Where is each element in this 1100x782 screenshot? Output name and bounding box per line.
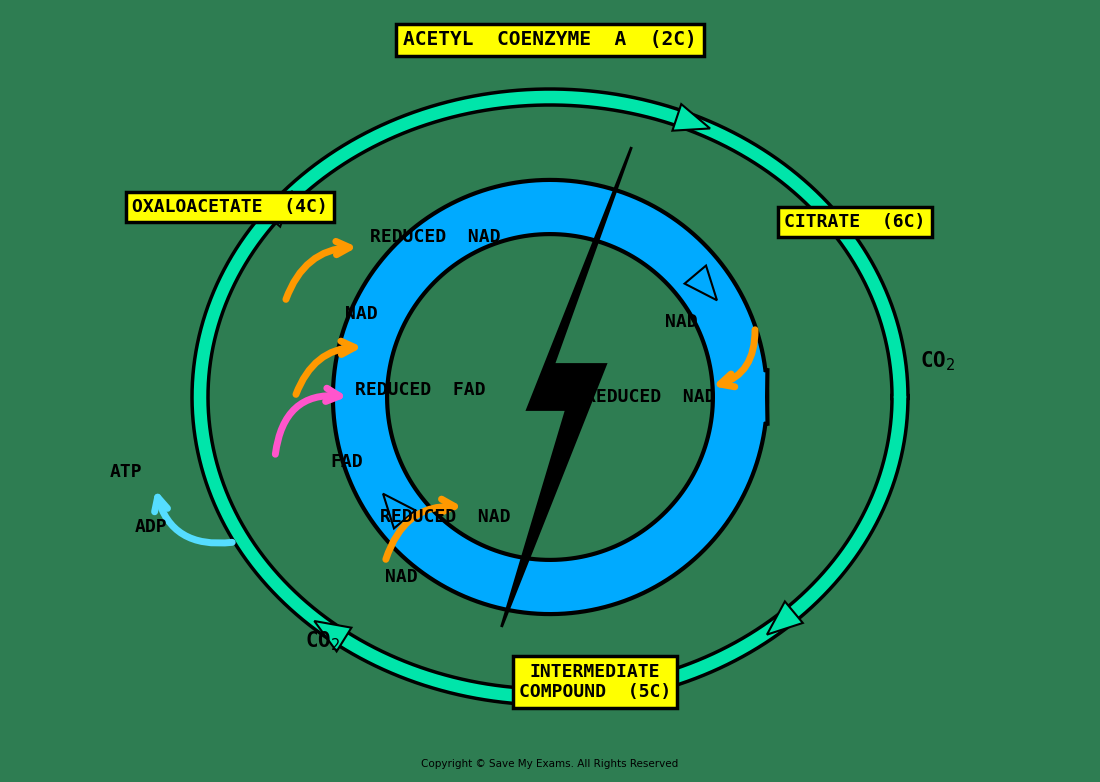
Text: NAD: NAD [345,305,377,323]
Text: NAD: NAD [385,568,418,586]
Text: NAD: NAD [666,313,697,331]
Text: REDUCED  NAD: REDUCED NAD [379,508,510,526]
Text: FAD: FAD [330,453,363,471]
Text: ACETYL  COENZYME  A  (2C): ACETYL COENZYME A (2C) [403,30,697,49]
Text: REDUCED  NAD: REDUCED NAD [370,228,500,246]
Polygon shape [258,191,293,227]
Circle shape [414,260,686,534]
Text: ADP: ADP [135,518,167,536]
Polygon shape [502,147,631,627]
Text: INTERMEDIATE
COMPOUND  (5C): INTERMEDIATE COMPOUND (5C) [519,662,671,701]
Text: OXALOACETATE  (4C): OXALOACETATE (4C) [132,198,328,216]
Polygon shape [383,493,416,529]
Text: CITRATE  (6C): CITRATE (6C) [784,213,926,231]
Text: CO$_2$: CO$_2$ [920,349,955,372]
Polygon shape [684,266,717,300]
Polygon shape [767,601,803,635]
Polygon shape [672,104,710,131]
Text: REDUCED  NAD: REDUCED NAD [585,388,715,406]
Text: REDUCED  FAD: REDUCED FAD [355,381,485,399]
Text: CO$_2$: CO$_2$ [305,629,340,653]
Text: Copyright © Save My Exams. All Rights Reserved: Copyright © Save My Exams. All Rights Re… [421,759,679,769]
Polygon shape [315,621,351,651]
Text: ATP: ATP [110,463,143,481]
